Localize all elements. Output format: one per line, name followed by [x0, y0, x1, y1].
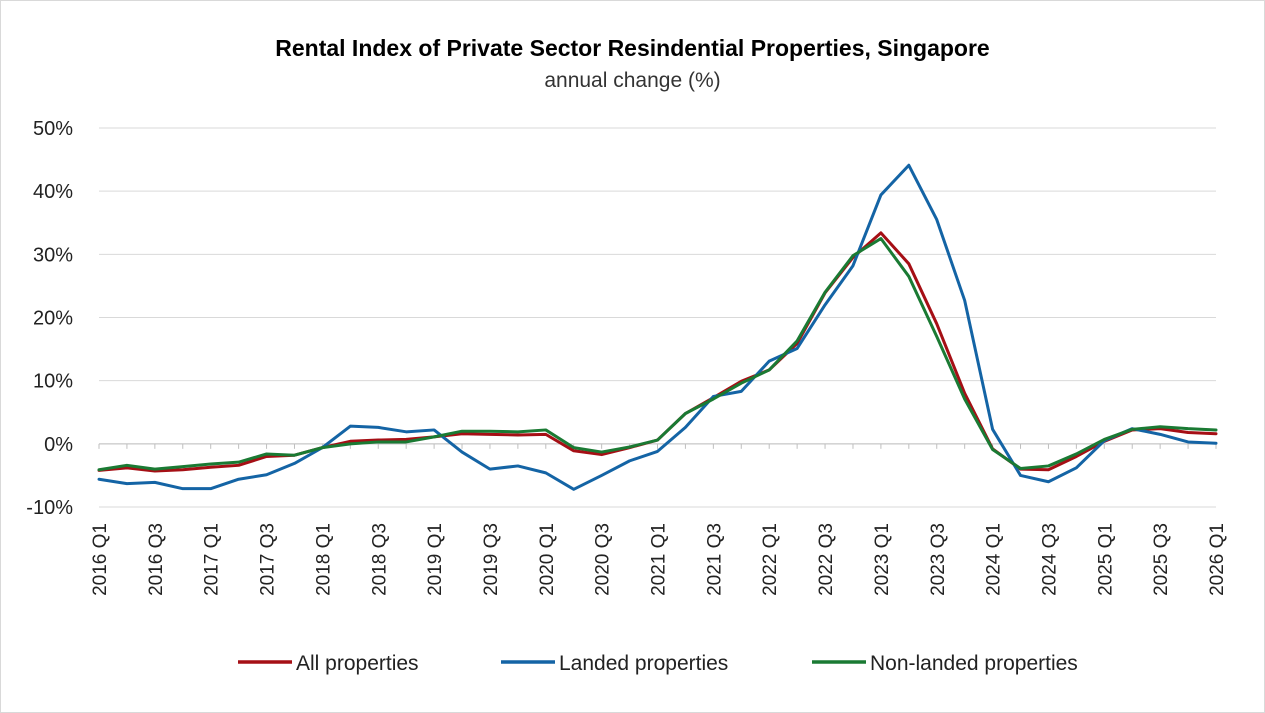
chart-title: Rental Index of Private Sector Resindent…: [275, 35, 990, 61]
x-tick-label: 2019 Q3: [481, 523, 502, 596]
x-tick-label: 2016 Q3: [146, 523, 167, 596]
x-tick-label: 2023 Q3: [928, 523, 949, 596]
x-tick-label: 2016 Q1: [90, 523, 111, 596]
x-tick-label: 2018 Q3: [369, 523, 390, 596]
x-tick-label: 2024 Q3: [1039, 523, 1060, 596]
x-tick-label: 2022 Q3: [816, 523, 837, 596]
x-tick-label: 2017 Q1: [202, 523, 223, 596]
x-tick-label: 2024 Q1: [984, 523, 1005, 596]
legend-label: Landed properties: [559, 652, 728, 675]
legend-item-non-landed-properties: Non-landed properties: [812, 652, 1078, 675]
series-line-all-properties: [97, 231, 1218, 473]
x-tick-label: 2023 Q1: [872, 523, 893, 596]
x-tick-label: 2026 Q1: [1207, 523, 1228, 596]
y-tick-label: 10%: [33, 371, 73, 393]
legend: All properties Landed properties Non-lande…: [238, 652, 1078, 675]
series-line-landed-properties: [97, 163, 1218, 491]
x-tick-label: 2019 Q1: [425, 523, 446, 596]
x-tick-label: 2021 Q3: [704, 523, 725, 596]
y-tick-label: 20%: [33, 308, 73, 330]
legend-item-all-properties: All properties: [238, 652, 419, 675]
y-tick-label: -10%: [26, 497, 73, 519]
x-tick-label: 2025 Q3: [1151, 523, 1172, 596]
chart-subtitle: annual change (%): [544, 69, 721, 92]
legend-label: All properties: [296, 652, 419, 675]
y-tick-label: 0%: [44, 434, 73, 456]
axes: -10% 0% 10% 20% 30% 40% 50% 2016 Q1 2016 Q3 2017 …: [26, 118, 1228, 596]
x-tick-label: 2022 Q1: [760, 523, 781, 596]
y-tick-label: 30%: [33, 244, 73, 266]
x-tick-label: 2020 Q3: [593, 523, 614, 596]
series-lines: [97, 163, 1218, 491]
x-tick-label: 2025 Q1: [1095, 523, 1116, 596]
x-tick-label: 2017 Q3: [258, 523, 279, 596]
y-tick-label: 40%: [33, 181, 73, 203]
y-tick-label: 50%: [33, 118, 73, 140]
legend-label: Non-landed properties: [870, 652, 1078, 675]
x-tick-label: 2021 Q1: [649, 523, 670, 596]
x-tick-label: 2018 Q1: [313, 523, 334, 596]
legend-item-landed-properties: Landed properties: [501, 652, 728, 675]
x-tick-label: 2020 Q1: [537, 523, 558, 596]
series-line-non-landed-properties: [97, 237, 1218, 472]
